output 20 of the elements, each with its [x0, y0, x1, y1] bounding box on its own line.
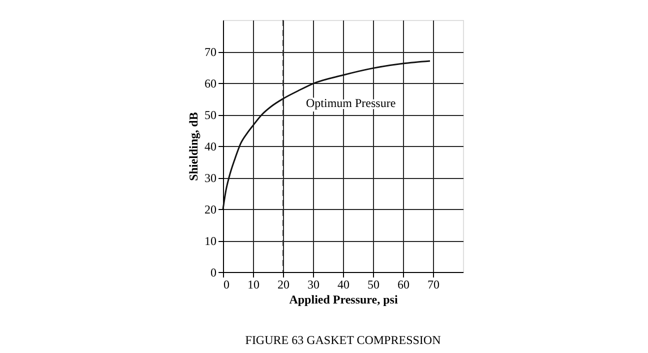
line-series [222, 60, 431, 210]
x-tick-label: 40 [338, 278, 350, 292]
y-tick-label: 30 [204, 171, 216, 185]
x-tick-label: 20 [278, 278, 290, 292]
y-tick-label: 10 [204, 234, 216, 248]
text: FIGURE 63 GASKET COMPRESSION [245, 333, 442, 347]
x-tick-label: 10 [248, 278, 260, 292]
y-tick-label: 20 [204, 202, 216, 216]
x-tick-label: 30 [308, 278, 320, 292]
x-tick-label: 70 [428, 278, 440, 292]
y-tick-label: 60 [204, 76, 216, 90]
y-tick-label: 0 [210, 266, 216, 280]
y-tick-label: 70 [204, 45, 216, 59]
x-tick-label: 60 [398, 278, 410, 292]
x-tick-label: 50 [368, 278, 380, 292]
x-axis-title: Applied Pressure, psi [289, 292, 398, 306]
y-axis-title: Shielding, dB [186, 112, 200, 181]
y-tick-label: 40 [204, 140, 216, 154]
x-tick-label: 0 [224, 278, 230, 292]
y-tick-label: 50 [204, 108, 216, 122]
